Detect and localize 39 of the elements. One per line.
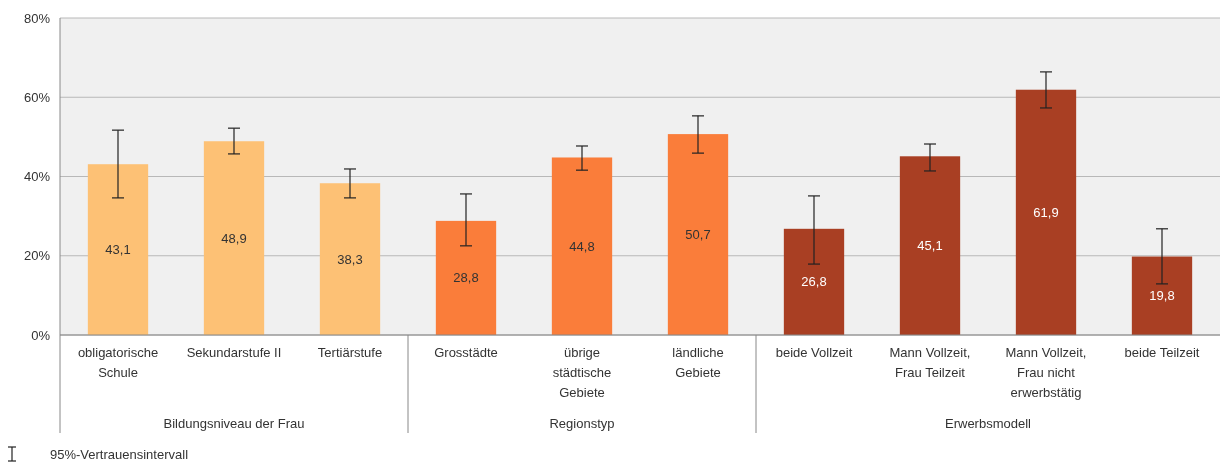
data-label: 28,8 (453, 270, 479, 286)
data-label: 38,3 (337, 251, 363, 267)
text: Regionstyp (549, 416, 615, 431)
x-tick-label: beide Teilzeit (1124, 345, 1200, 360)
x-tick-label: Mann Vollzeit, Frau nicht erwerbstätig (1005, 345, 1087, 400)
text: Bildungsniveau der Frau (163, 416, 305, 431)
bar (551, 157, 613, 335)
data-label: 26,8 (801, 274, 827, 290)
data-label: 61,9 (1033, 204, 1059, 220)
bar (319, 183, 381, 335)
bar (1131, 256, 1193, 335)
x-tick-label: Sekundarstufe II (186, 345, 282, 360)
data-label: 48,9 (221, 230, 247, 246)
x-tick-label: obligatorische Schule (77, 345, 159, 380)
bar (899, 156, 961, 335)
x-tick-label: Mann Vollzeit, Frau Teilzeit (889, 345, 971, 380)
bar (1015, 89, 1077, 335)
text: 95%-Vertrauensintervall (50, 447, 189, 462)
x-tick-label: ländliche Gebiete (672, 345, 724, 380)
data-label: 43,1 (105, 242, 131, 258)
text: Erwerbsmodell (945, 416, 1032, 431)
y-tick-label: 40% (23, 169, 51, 185)
data-label: 45,1 (917, 238, 943, 254)
bar (435, 220, 497, 335)
data-label: 44,8 (569, 238, 595, 254)
y-tick-label: 20% (23, 248, 51, 264)
x-tick-label: übrige städtische Gebiete (552, 345, 612, 400)
x-tick-label: beide Vollzeit (775, 345, 853, 360)
bar (783, 228, 845, 335)
data-label: 50,7 (685, 227, 711, 243)
bar (203, 141, 265, 335)
x-tick-label: Tertiärstufe (317, 345, 383, 360)
y-tick-label: 60% (23, 89, 51, 105)
y-tick-label: 80% (23, 10, 51, 26)
y-tick-label: 0% (31, 327, 51, 343)
x-tick-label: Grosstädte (434, 345, 498, 360)
bar (87, 164, 149, 335)
bar (667, 134, 729, 335)
data-label: 19,8 (1149, 288, 1175, 304)
